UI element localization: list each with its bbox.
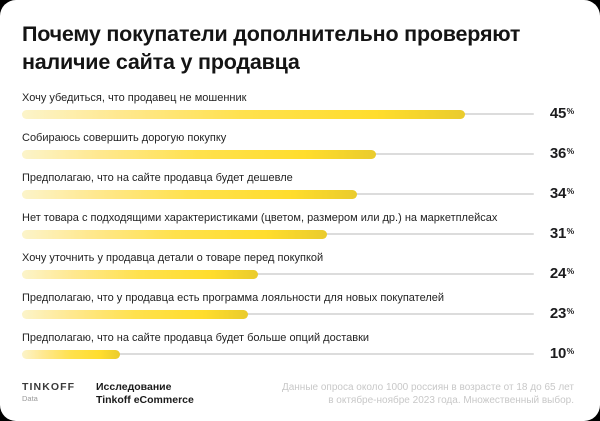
bar-value: 34%: [534, 186, 575, 201]
bar-label: Предполагаю, что на сайте продавца будет…: [22, 172, 293, 184]
brand-sub: Data: [22, 394, 38, 403]
bar-fill: [22, 109, 466, 119]
bar-row: Предполагаю, что на сайте продавца будет…: [22, 171, 575, 201]
bar-row: Предполагаю, что на сайте продавца будет…: [22, 331, 575, 361]
brand-logo: TINKOFF Data: [22, 381, 96, 403]
footer: TINKOFF Data Исследование Tinkoff eComme…: [22, 381, 574, 407]
bar-area: [22, 349, 534, 359]
research-credit: Исследование Tinkoff eCommerce: [96, 381, 194, 407]
bar-row: Хочу убедиться, что продавец не мошенник…: [22, 91, 575, 121]
bar-row: Нет товара с подходящими характеристикам…: [22, 211, 575, 241]
bar-label: Предполагаю, что на сайте продавца будет…: [22, 332, 370, 344]
bar-fill: [22, 349, 121, 359]
percent-sign: %: [566, 266, 575, 276]
survey-note-line2: в октябре-ноябре 2023 года. Множественны…: [328, 395, 574, 406]
percent-sign: %: [566, 226, 575, 236]
bar-value: 36%: [534, 146, 575, 161]
percent-sign: %: [566, 186, 575, 196]
bar-row: Предполагаю, что у продавца есть програм…: [22, 291, 575, 321]
bar-value-number: 24: [549, 265, 567, 282]
bar-area: [22, 189, 534, 199]
percent-sign: %: [566, 106, 575, 116]
bar-label: Хочу убедиться, что продавец не мошенник: [22, 92, 247, 104]
bar-area: [22, 309, 534, 319]
research-line1: Исследование: [96, 381, 172, 393]
bar-chart: Хочу убедиться, что продавец не мошенник…: [22, 91, 574, 371]
bar-row: Хочу уточнить у продавца детали о товаре…: [22, 251, 575, 281]
bar-value: 10%: [534, 346, 575, 361]
bar-value: 31%: [534, 226, 575, 241]
bar-fill: [22, 229, 328, 239]
survey-note: Данные опроса около 1000 россиян в возра…: [282, 381, 574, 407]
bar-track: [22, 353, 534, 355]
bar-value: 45%: [534, 106, 575, 121]
bar-value-number: 10: [549, 345, 567, 362]
bar-label: Хочу уточнить у продавца детали о товаре…: [22, 252, 324, 264]
bar-track: [22, 313, 534, 315]
brand-name: TINKOFF: [22, 381, 76, 393]
research-line2: Tinkoff eCommerce: [96, 394, 194, 406]
bar-area: [22, 229, 534, 239]
bar-area: [22, 269, 534, 279]
chart-title: Почему покупатели дополнительно проверяю…: [22, 22, 521, 74]
bar-value-number: 31: [549, 225, 567, 242]
bar-value: 24%: [534, 266, 575, 281]
bar-label: Предполагаю, что у продавца есть програм…: [22, 292, 445, 304]
bar-fill: [22, 189, 357, 199]
bar-value: 23%: [534, 306, 575, 321]
bar-track: [22, 273, 534, 275]
survey-note-line1: Данные опроса около 1000 россиян в возра…: [281, 382, 574, 393]
bar-label: Собираюсь совершить дорогую покупку: [22, 132, 227, 144]
bar-area: [22, 109, 534, 119]
percent-sign: %: [566, 306, 575, 316]
bar-label: Нет товара с подходящими характеристикам…: [22, 212, 498, 224]
bar-area: [22, 149, 534, 159]
bar-value-number: 34: [549, 185, 567, 202]
bar-fill: [22, 309, 249, 319]
percent-sign: %: [566, 146, 575, 156]
bar-fill: [22, 149, 377, 159]
percent-sign: %: [566, 346, 575, 356]
bar-row: Собираюсь совершить дорогую покупку 36%: [22, 131, 575, 161]
bar-value-number: 36: [549, 145, 567, 162]
bar-fill: [22, 269, 259, 279]
bar-value-number: 45: [549, 105, 567, 122]
bar-value-number: 23: [549, 305, 567, 322]
